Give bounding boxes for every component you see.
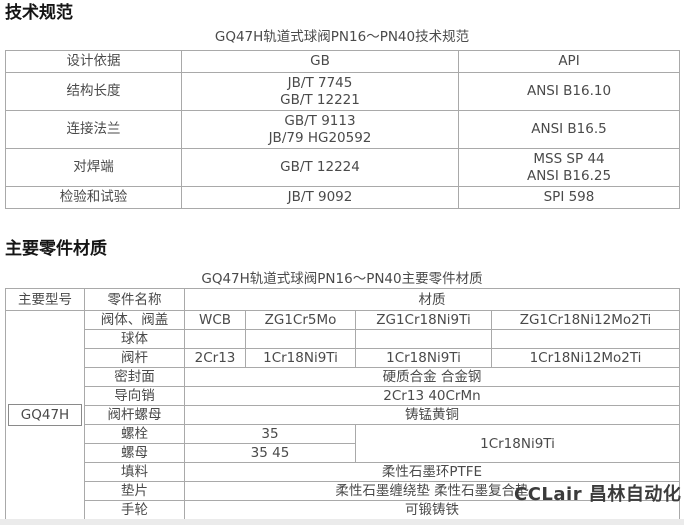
material-cell: 1Cr18Ni9Ti <box>245 348 356 368</box>
part-name-cell: 螺栓 <box>84 424 185 444</box>
material-span-cell: 铸锰黄铜 <box>184 405 680 425</box>
spec-api-cell: MSS SP 44 ANSI B16.25 <box>458 148 680 187</box>
material-cell: ZG1Cr18Ni12Mo2Ti <box>491 310 680 330</box>
spec-api-cell: SPI 598 <box>458 186 680 209</box>
part-name-cell: 阀杆 <box>84 348 185 368</box>
table-row: 设计依据 GB API <box>5 50 680 73</box>
table-row: 对焊端 GB/T 12224 MSS SP 44 ANSI B16.25 <box>5 148 680 187</box>
spec-api-cell: API <box>458 50 680 73</box>
part-name-cell: 阀杆螺母 <box>84 405 185 425</box>
page-bottom-strip <box>0 519 684 525</box>
material-cell: 1Cr18Ni9Ti <box>355 348 492 368</box>
table-row: 检验和试验 JB/T 9092 SPI 598 <box>5 186 680 209</box>
table-row: 阀杆 2Cr13 1Cr18Ni9Ti 1Cr18Ni9Ti 1Cr18Ni12… <box>6 348 680 368</box>
material-cell: ZG1Cr5Mo <box>245 310 356 330</box>
materials-table: 主要型号 零件名称 材质 GQ47H 阀体、阀盖 WCB ZG1Cr5Mo ZG… <box>5 288 680 520</box>
spec-table: 设计依据 GB API 结构长度 JB/T 7745 GB/T 12221 AN… <box>5 50 680 209</box>
material-span-cell: 硬质合金 合金钢 <box>184 367 680 387</box>
part-name-cell: 导向销 <box>84 386 185 406</box>
model-cell: GQ47H <box>5 310 85 520</box>
header-material: 材质 <box>184 288 680 311</box>
material-cell: ZG1Cr18Ni9Ti <box>355 310 492 330</box>
table-row: 球体 <box>6 329 680 349</box>
header-model: 主要型号 <box>5 288 85 311</box>
table-row: 导向销 2Cr13 40CrMn <box>6 386 680 406</box>
material-span-cell: 柔性石墨环PTFE <box>184 462 680 482</box>
spec-row-label: 对焊端 <box>5 148 182 187</box>
table-row: 结构长度 JB/T 7745 GB/T 12221 ANSI B16.10 <box>5 72 680 111</box>
table-row: 螺母 35 45 <box>6 443 680 463</box>
watermark-logo: CCLair 昌林自动化 <box>514 484 682 505</box>
header-part: 零件名称 <box>84 288 185 311</box>
part-name-cell: 垫片 <box>84 481 185 501</box>
spec-gb-cell: JB/T 7745 GB/T 12221 <box>181 72 459 111</box>
spec-gb-cell: GB/T 9113 JB/79 HG20592 <box>181 110 459 149</box>
table-row: 阀杆螺母 铸锰黄铜 <box>6 405 680 425</box>
cell-line: GB/T 12221 <box>280 91 360 108</box>
materials-table-title: GQ47H轨道式球阀PN16～PN40主要零件材质 <box>201 271 483 287</box>
material-cell: WCB <box>184 310 246 330</box>
part-name-cell: 阀体、阀盖 <box>84 310 185 330</box>
material-cell: 35 <box>184 424 356 444</box>
spec-row-label: 结构长度 <box>5 72 182 111</box>
spec-row-label: 设计依据 <box>5 50 182 73</box>
material-cell: 35 45 <box>184 443 356 463</box>
cell-line: GB/T 9113 <box>284 112 356 129</box>
table-header-row: 主要型号 零件名称 材质 <box>5 288 680 311</box>
material-cell <box>491 329 680 349</box>
part-name-cell: 手轮 <box>84 500 185 520</box>
part-name-cell: 球体 <box>84 329 185 349</box>
cell-line: ANSI B16.25 <box>526 167 612 184</box>
spec-api-cell: ANSI B16.10 <box>458 72 680 111</box>
table-row: 密封面 硬质合金 合金钢 <box>6 367 680 387</box>
spec-gb-cell: GB <box>181 50 459 73</box>
material-cell: 2Cr13 <box>184 348 246 368</box>
model-value-box: GQ47H <box>8 404 82 426</box>
material-cell: 1Cr18Ni12Mo2Ti <box>491 348 680 368</box>
part-name-cell: 密封面 <box>84 367 185 387</box>
spec-row-label: 连接法兰 <box>5 110 182 149</box>
cell-line: MSS SP 44 <box>533 150 605 167</box>
materials-section-heading: 主要零件材质 <box>5 239 107 259</box>
material-cell <box>184 329 246 349</box>
spec-gb-cell: GB/T 12224 <box>181 148 459 187</box>
material-cell <box>245 329 356 349</box>
material-cell: 1Cr18Ni9Ti <box>355 424 680 463</box>
spec-table-title: GQ47H轨道式球阀PN16～PN40技术规范 <box>214 29 470 45</box>
table-row: 连接法兰 GB/T 9113 JB/79 HG20592 ANSI B16.5 <box>5 110 680 149</box>
material-cell <box>355 329 492 349</box>
spec-api-cell: ANSI B16.5 <box>458 110 680 149</box>
table-row: 填料 柔性石墨环PTFE <box>6 462 680 482</box>
cell-line: JB/79 HG20592 <box>268 129 372 146</box>
spec-gb-cell: JB/T 9092 <box>181 186 459 209</box>
part-name-cell: 填料 <box>84 462 185 482</box>
spec-row-label: 检验和试验 <box>5 186 182 209</box>
material-span-cell: 2Cr13 40CrMn <box>184 386 680 406</box>
table-row: GQ47H 阀体、阀盖 WCB ZG1Cr5Mo ZG1Cr18Ni9Ti ZG… <box>5 310 680 520</box>
cell-line: JB/T 7745 <box>287 74 353 91</box>
table-row: 螺栓 35 1Cr18Ni9Ti <box>6 424 680 463</box>
spec-section-heading: 技术规范 <box>5 3 73 23</box>
table-row: 垫片 柔性石墨缠绕垫 柔性石墨复合垫 <box>6 481 680 501</box>
part-name-cell: 螺母 <box>84 443 185 463</box>
